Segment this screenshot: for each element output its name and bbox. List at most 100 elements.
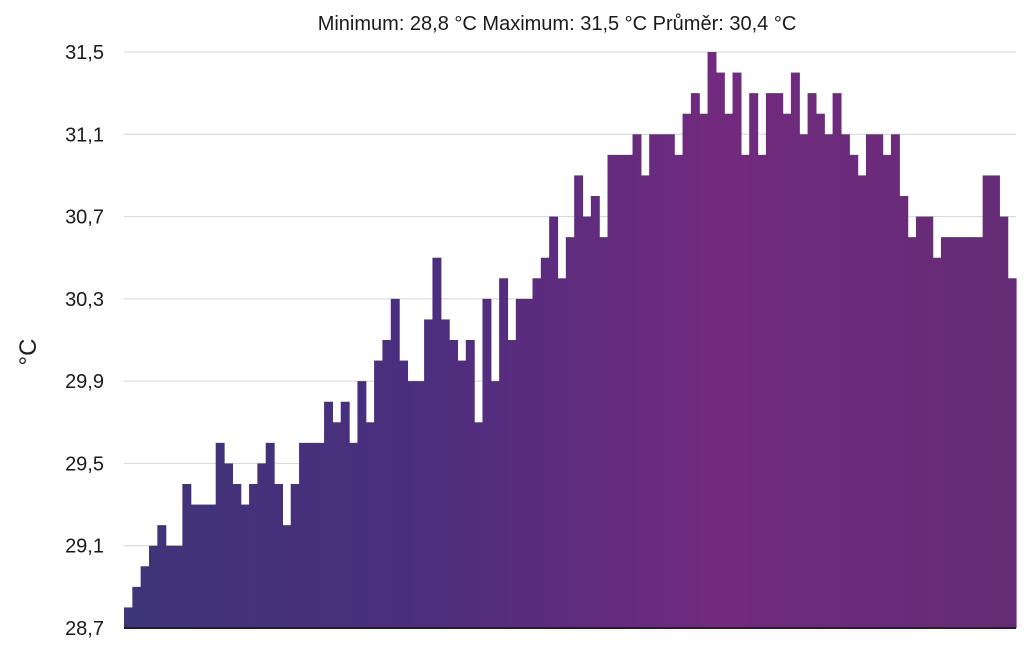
temperature-bar	[832, 93, 842, 628]
y-tick-label: 28,7	[65, 618, 104, 640]
temperature-bar	[232, 484, 242, 628]
temperature-bar	[165, 545, 175, 628]
temperature-bar	[265, 442, 275, 628]
temperature-bar	[532, 278, 542, 628]
temperature-bar	[549, 216, 559, 628]
temperature-bar	[374, 360, 384, 628]
temperature-bar	[140, 566, 150, 628]
temperature-bar	[965, 237, 975, 628]
temperature-bar	[807, 93, 817, 628]
temperature-bar	[749, 93, 759, 628]
temperature-bar	[274, 484, 283, 628]
temperature-bar	[474, 422, 484, 628]
y-tick-label: 30,3	[65, 289, 104, 311]
temperature-bar	[865, 134, 875, 629]
temperature-bar	[174, 545, 183, 628]
temperature-bar	[382, 340, 392, 628]
y-tick-label: 30,7	[65, 207, 104, 229]
temperature-bar	[724, 113, 734, 628]
y-axis-label: °C	[15, 339, 42, 366]
temperature-bar	[690, 93, 700, 628]
temperature-bar	[815, 113, 825, 628]
temperature-bar	[424, 319, 434, 628]
temperature-bar	[390, 298, 400, 628]
temperature-bar	[774, 93, 784, 628]
temperature-bar	[665, 134, 675, 629]
temperature-bar	[640, 175, 650, 628]
temperature-bar	[949, 237, 959, 628]
temperature-bar	[499, 278, 509, 628]
bar-series	[124, 52, 1017, 629]
temperature-bar	[840, 134, 850, 629]
temperature-bar	[490, 381, 500, 628]
temperature-bar	[124, 607, 133, 628]
temperature-bar	[357, 381, 367, 628]
y-axis-ticks: 28,7 29,1 29,5 29,9 30,3 30,7 31,1 31,5	[65, 42, 104, 640]
y-tick-label: 29,5	[65, 453, 104, 475]
temperature-bar	[415, 381, 425, 628]
temperature-bar	[399, 360, 409, 628]
temperature-bar	[590, 196, 600, 628]
temperature-bar	[707, 52, 717, 628]
temperature-bar	[299, 442, 309, 628]
temperature-bar	[307, 442, 317, 628]
temperature-bar	[974, 237, 984, 628]
temperature-bar	[649, 134, 659, 629]
temperature-bar	[849, 154, 859, 629]
temperature-bar	[282, 525, 292, 628]
temperature-bar	[440, 319, 450, 628]
temperature-bar	[615, 154, 625, 629]
temperature-bar	[215, 442, 225, 628]
temperature-bar	[332, 422, 342, 628]
temperature-bar	[982, 175, 992, 628]
temperature-bar	[557, 278, 567, 628]
temperature-bar	[799, 134, 809, 629]
temperature-bar	[207, 504, 217, 628]
temperature-bar	[857, 175, 867, 628]
temperature-bar	[315, 442, 325, 628]
temperature-bar	[757, 154, 767, 629]
temperature-bar	[132, 586, 142, 628]
temperature-bar	[249, 484, 258, 628]
temperature-bar	[582, 216, 592, 628]
temperature-bar	[507, 340, 517, 628]
temperature-bar	[915, 216, 925, 628]
temperature-bar	[574, 175, 584, 628]
temperature-bar	[824, 134, 834, 629]
temperature-bar	[290, 484, 300, 628]
y-tick-label: 29,1	[65, 536, 104, 558]
temperature-bar	[349, 442, 359, 628]
temperature-bar	[1007, 278, 1017, 628]
y-tick-label: 29,9	[65, 371, 104, 393]
temperature-bar	[882, 154, 892, 629]
temperature-bar	[765, 93, 775, 628]
temperature-bar	[624, 154, 634, 629]
temperature-bar	[599, 237, 609, 628]
y-tick-label: 31,5	[65, 42, 104, 64]
temperature-bar	[657, 134, 667, 629]
temperature-bar	[632, 134, 642, 629]
temperature-bar	[240, 504, 250, 628]
temperature-bar	[899, 196, 909, 628]
temperature-bar	[999, 216, 1009, 628]
temperature-bar	[515, 298, 525, 628]
temperature-bar	[874, 134, 884, 629]
temperature-bar	[457, 360, 467, 628]
temperature-bar	[890, 134, 900, 629]
temperature-bar	[674, 154, 684, 629]
temperature-bar	[224, 463, 233, 628]
temperature-bar	[607, 154, 617, 629]
temperature-bar	[407, 381, 417, 628]
temperature-bar	[324, 401, 334, 628]
temperature-bar	[682, 113, 692, 628]
chart-summary: Minimum: 28,8 °C Maximum: 31,5 °C Průměr…	[318, 13, 797, 35]
temperature-bar	[924, 216, 934, 628]
temperature-bar	[940, 237, 950, 628]
temperature-bar	[190, 504, 200, 628]
temperature-bar	[182, 484, 192, 628]
temperature-bar	[257, 463, 267, 628]
temperature-bar	[449, 340, 459, 628]
temperature-bar	[732, 72, 742, 628]
